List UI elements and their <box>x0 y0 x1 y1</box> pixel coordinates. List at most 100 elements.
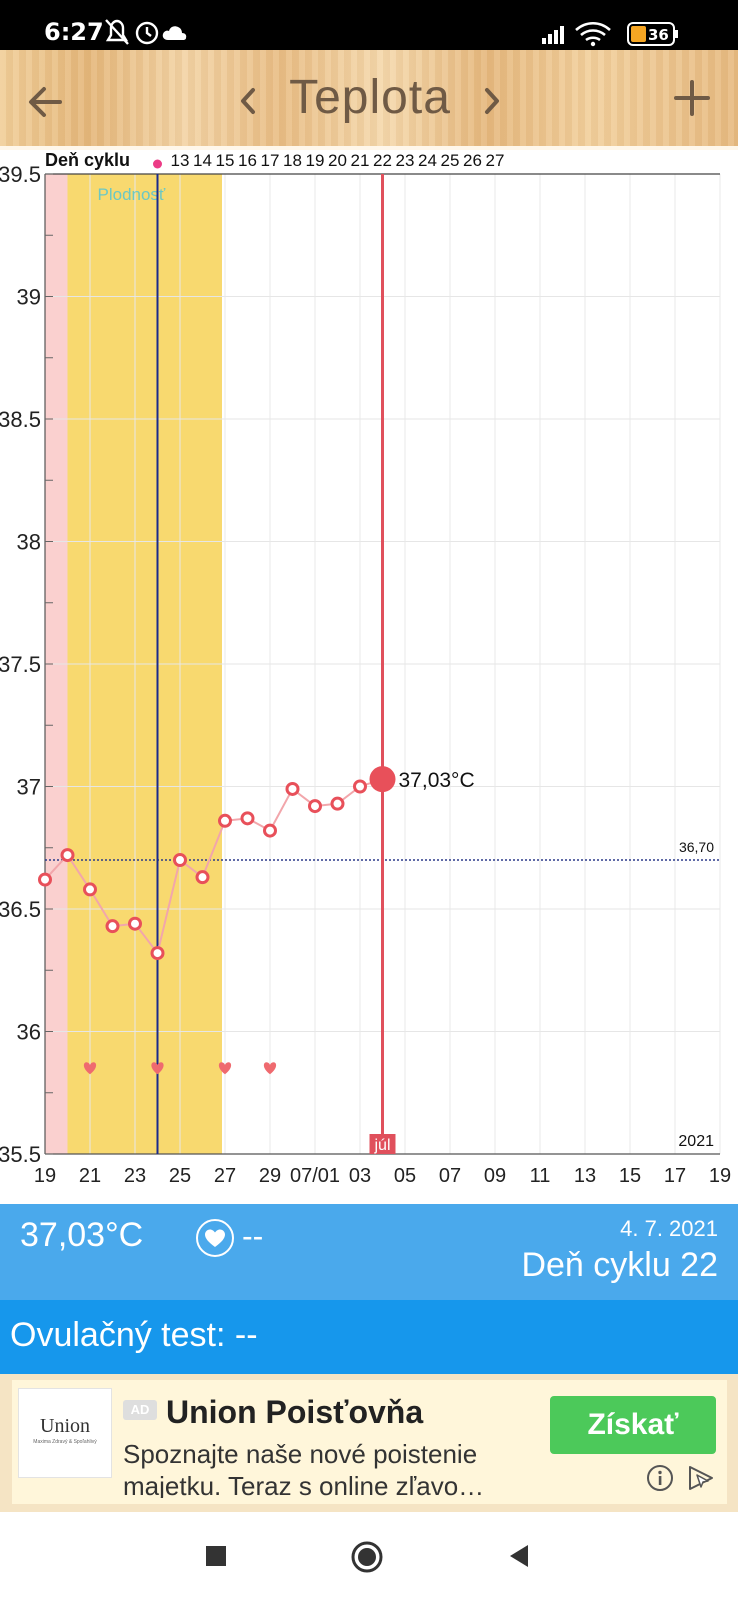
x-tick-label: 19 <box>709 1165 731 1187</box>
x-tick-label: 25 <box>169 1165 191 1187</box>
temperature-value: 37,03°C <box>20 1216 144 1254</box>
x-tick-label: 11 <box>530 1165 551 1187</box>
cycle-day-number: 23 <box>396 151 415 170</box>
recent-apps-icon[interactable] <box>206 1546 226 1566</box>
cycle-day-number: 18 <box>283 151 302 170</box>
x-tick-label: 09 <box>484 1165 506 1187</box>
x-tick-label: 15 <box>619 1165 641 1187</box>
system-nav-bar <box>0 1512 738 1600</box>
ad-badge: AD <box>123 1400 157 1420</box>
temperature-point <box>308 799 322 814</box>
x-tick-label: 07 <box>439 1165 461 1187</box>
y-tick-label: 36 <box>17 1020 41 1045</box>
y-tick-label: 39 <box>17 285 41 310</box>
cycle-day-number: 17 <box>261 151 280 170</box>
x-tick-label: 17 <box>664 1165 686 1187</box>
back-arrow-icon[interactable] <box>24 80 68 124</box>
x-tick-label: 05 <box>394 1165 416 1187</box>
x-tick-label: 21 <box>79 1165 101 1187</box>
ad-description[interactable]: Spoznajte naše nové poistenie majetku. T… <box>123 1439 485 1498</box>
temperature-point <box>330 796 345 811</box>
y-tick-label: 37.5 <box>0 652 41 677</box>
temperature-point <box>173 853 187 867</box>
cycle-day-number: 16 <box>238 151 257 170</box>
ad-logo-subtext: Maxima Zdravý & Spoľahlivý <box>33 1439 97 1445</box>
wifi-dot <box>590 41 596 47</box>
status-time: 6:27 <box>44 18 104 46</box>
temperature-point <box>105 919 120 934</box>
ovulation-test-label: Ovulačný test: -- <box>10 1316 258 1354</box>
x-tick-label: 29 <box>259 1165 281 1187</box>
cycle-day-text: Deň cyklu 22 <box>521 1246 718 1284</box>
title-container: Teplota <box>230 68 510 128</box>
cloud-icon <box>162 26 187 40</box>
cycle-day-number: 22 <box>373 151 392 170</box>
temperature-point <box>240 811 255 826</box>
temperature-point <box>195 870 210 885</box>
selected-temperature-label: 37,03°C <box>399 769 475 792</box>
ovulation-test-row[interactable]: Ovulačný test: -- <box>0 1300 738 1374</box>
selected-temperature-point <box>369 766 396 793</box>
ad-banner[interactable]: Union Maxima Zdravý & Spoľahlivý AD Unio… <box>0 1374 738 1512</box>
mute-bell-icon <box>105 19 129 45</box>
wood-texture <box>0 50 738 150</box>
x-tick-label: 19 <box>34 1165 56 1187</box>
temperature-point <box>60 848 75 863</box>
status-icons <box>105 19 187 45</box>
temperature-point <box>150 946 165 961</box>
wifi-icon <box>575 21 611 42</box>
app-bar: Teplota <box>0 50 738 150</box>
month-badge <box>369 1134 396 1154</box>
add-icon[interactable] <box>672 78 712 118</box>
temperature-chart[interactable]: 39.5 39 38.5 38 37.5 37 36.5 36 35.5 19 21 23 25 27 29… <box>0 150 738 1204</box>
y-tick-label: 36.5 <box>0 897 41 922</box>
temperature-point <box>128 916 142 931</box>
cover-line-label: 36,70 <box>679 839 714 855</box>
x-tick-label: 13 <box>574 1165 596 1187</box>
heart-badge <box>196 1219 234 1257</box>
info-panel: 37,03°C -- 4. 7. 2021 Deň cyklu 22 <box>0 1204 738 1300</box>
cycle-day-number: 25 <box>441 151 460 170</box>
cycle-day-number: 24 <box>418 151 437 170</box>
y-tick-label: 37 <box>17 775 41 800</box>
info-icon[interactable] <box>646 1464 674 1492</box>
heart-icon <box>83 1062 97 1075</box>
cycle-day-number: 19 <box>306 151 325 170</box>
heart-icon <box>151 1062 164 1075</box>
cycle-day-number: 21 <box>351 151 370 170</box>
ad-title[interactable]: Union Poisťovňa <box>166 1394 424 1430</box>
cycle-day-number: 15 <box>216 151 235 170</box>
x-tick-label: 03 <box>349 1165 371 1187</box>
ad-choices-icon[interactable] <box>686 1464 716 1492</box>
y-tick-label: 39.5 <box>0 162 41 187</box>
temperature-point <box>218 813 232 828</box>
header-divider <box>0 146 738 150</box>
cycle-day-label: Deň cyklu <box>45 150 130 170</box>
y-tick-label: 38 <box>17 530 41 555</box>
back-triangle-icon[interactable] <box>506 1542 534 1570</box>
temperature-point <box>263 823 277 838</box>
year-label: 2021 <box>678 1133 714 1150</box>
chevron-right-icon[interactable] <box>476 82 508 120</box>
heart-icon <box>263 1062 277 1075</box>
ad-logo-text: Union <box>40 1415 90 1437</box>
ad-cta-button[interactable]: Získať <box>550 1396 716 1454</box>
cycle-day-number: 27 <box>486 151 505 170</box>
temperature-series-line <box>44 778 383 956</box>
cycle-day-number: 26 <box>463 151 482 170</box>
battery-icon: 36 <box>627 22 678 46</box>
home-icon[interactable] <box>350 1540 384 1574</box>
cycle-day-number: 20 <box>328 151 347 170</box>
temperature-point <box>285 781 300 796</box>
fertility-label: Plodnosť <box>98 185 166 204</box>
status-indicators: 36 <box>542 21 678 47</box>
ad-card[interactable]: Union Maxima Zdravý & Spoľahlivý AD Unio… <box>12 1380 727 1504</box>
temperature-point <box>83 882 97 897</box>
month-label: júl <box>373 1137 390 1154</box>
chevron-left-icon[interactable] <box>232 82 264 120</box>
page-title: Teplota <box>289 71 451 124</box>
ovulation-dot <box>153 159 162 169</box>
ad-logo[interactable]: Union Maxima Zdravý & Spoľahlivý <box>18 1388 112 1478</box>
date-text: 4. 7. 2021 <box>620 1216 718 1241</box>
